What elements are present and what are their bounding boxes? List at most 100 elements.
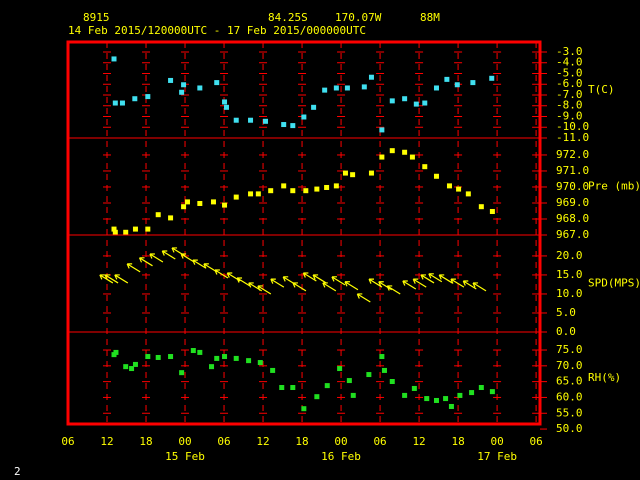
x-tick-label: 00 [334,435,347,448]
point [168,354,174,360]
y-tick-label: 70.0 [556,359,583,372]
point [342,170,348,176]
point [145,354,151,360]
point [366,372,372,378]
date-label: 15 Feb [165,450,205,463]
y-axis-label: Pre (mb) [588,180,640,193]
y-tick-label: 10.0 [556,287,583,300]
x-tick-label: 00 [490,435,503,448]
point [470,80,476,86]
y-tick-label: 50.0 [556,422,583,435]
point [314,394,320,400]
point [129,366,135,372]
y-tick-label: 972.0 [556,148,589,161]
point [457,392,463,398]
point [248,191,254,197]
point [324,184,330,190]
wind-arrow [420,274,435,284]
point [257,360,263,366]
point [246,358,252,364]
point [402,96,408,102]
point [123,364,129,370]
wind-arrow [214,269,229,279]
point [424,396,430,402]
period: 14 Feb 2015/120000UTC - 17 Feb 2015/0000… [68,24,366,37]
elevation: 88M [420,11,440,24]
y-tick-label: 969.0 [556,196,589,209]
point [145,226,151,232]
wind-arrow [344,281,359,291]
x-tick-label: 18 [295,435,308,448]
point [448,403,454,409]
point [350,392,356,398]
point [337,366,343,372]
point [290,385,296,391]
wind-arrow [161,250,176,260]
y-tick-label: -10.0 [556,120,589,133]
point [168,77,174,83]
point [454,82,460,88]
point [197,349,203,355]
point [422,100,428,106]
point [489,75,495,81]
wind-arrow [428,273,443,283]
y-axis-label: T(C) [588,83,615,96]
y-axis-label: RH(%) [588,371,621,384]
wind-arrow [292,282,307,292]
wind-arrow [126,263,141,273]
point [422,164,428,170]
wind-arrow [104,274,119,284]
point [197,200,203,206]
point [281,122,287,128]
point [190,348,196,354]
point [214,355,220,361]
wind-arrow [386,285,401,295]
y-tick-label: 60.0 [556,390,583,403]
point [111,226,117,232]
point [333,85,339,91]
plot-area: 06 12 18 00 06 12 18 00 06 12 18 00 06 15 Feb 16 Feb 17… [61,42,640,463]
point [402,149,408,155]
point [301,114,307,120]
y-tick-label: -8.0 [556,99,583,112]
wind-arrow [322,282,337,292]
point [389,379,395,385]
wind-arrow [180,253,195,263]
point [346,378,352,384]
point [132,226,138,232]
point [179,370,185,376]
wind-arrow [356,293,371,303]
point [111,56,117,62]
point [444,76,450,82]
point [402,392,408,398]
point [222,354,228,360]
x-tick-label: 06 [373,435,386,448]
wind-arrow [368,278,383,288]
point [112,229,118,235]
point [223,104,229,110]
wind-arrow [302,272,317,282]
point [489,208,495,214]
point [433,397,439,403]
point [443,396,449,402]
wind-arrow [138,257,153,267]
latitude: 84.25S [268,11,308,24]
point [409,154,415,160]
point [368,170,374,176]
wind-arrow [312,274,327,284]
point [270,367,276,373]
point [381,367,387,373]
point [324,383,330,389]
x-tick-label: 06 [61,435,74,448]
point [465,191,471,197]
point [489,389,495,395]
point [279,385,285,391]
x-tick-label: 12 [256,435,269,448]
point [181,204,187,210]
y-tick-label: -5.0 [556,66,583,79]
y-tick-label: 971.0 [556,164,589,177]
point [469,390,475,396]
point [155,354,161,360]
point [145,94,151,100]
